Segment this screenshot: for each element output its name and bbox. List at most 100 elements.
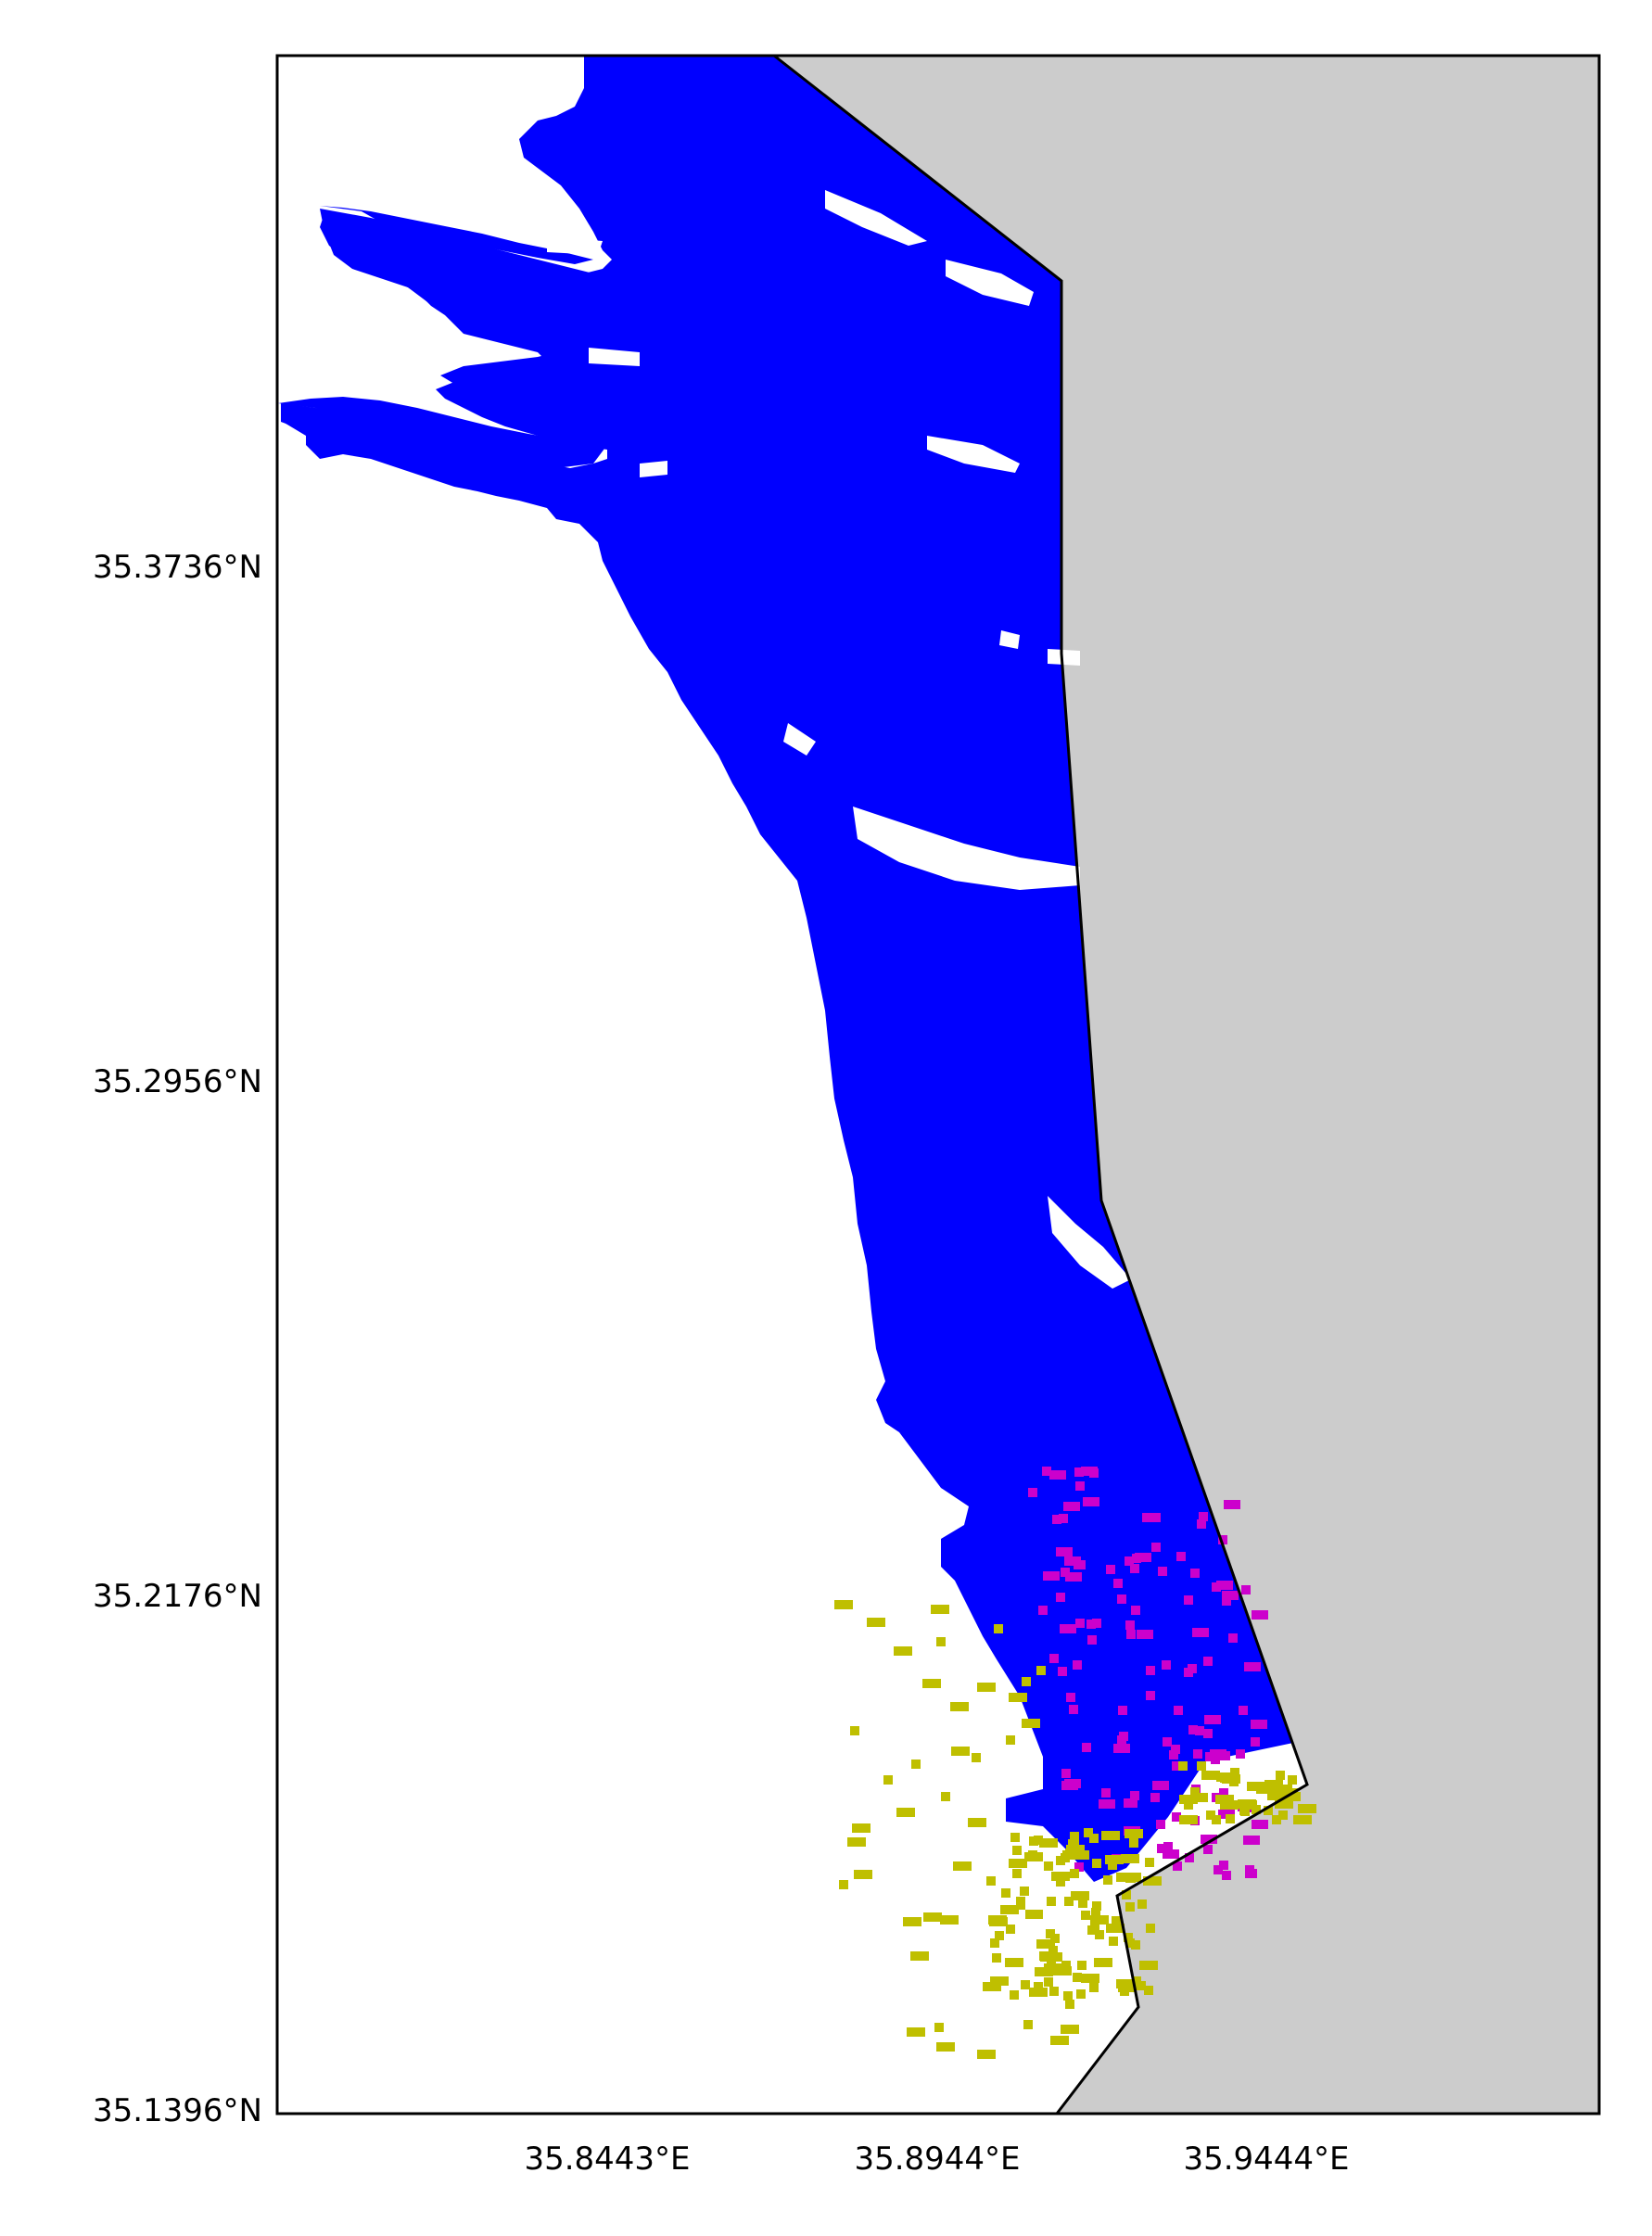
yellow-pixel: [951, 1747, 970, 1756]
yellow-pixel: [903, 1917, 921, 1926]
yellow-pixel: [1090, 1915, 1109, 1925]
yellow-pixel: [1293, 1815, 1312, 1824]
magenta-pixel: [1151, 1513, 1161, 1522]
magenta-pixel: [1124, 1798, 1133, 1808]
magenta-pixel: [1106, 1565, 1115, 1574]
yellow-pixel: [1125, 1938, 1135, 1948]
yellow-pixel: [1131, 1940, 1140, 1950]
yellow-pixel: [1183, 1795, 1192, 1804]
yellow-pixel: [852, 1823, 870, 1833]
magenta-pixel: [1028, 1488, 1037, 1497]
blue-region-arm: [278, 397, 603, 459]
magenta-pixel: [1073, 1660, 1082, 1670]
magenta-pixel: [1222, 1596, 1231, 1606]
magenta-pixel: [1118, 1706, 1127, 1715]
yellow-pixel: [1012, 1846, 1022, 1855]
magenta-pixel: [1228, 1633, 1238, 1643]
blue-region-gap: [1048, 1196, 1131, 1289]
axes-frame: [275, 54, 1601, 2115]
magenta-pixel: [1174, 1706, 1183, 1715]
magenta-pixel: [1058, 1667, 1067, 1676]
yellow-pixel: [1288, 1775, 1297, 1785]
yellow-pixel: [1267, 1791, 1286, 1800]
yellow-pixel: [1248, 1800, 1257, 1810]
yellow-pixel: [972, 1753, 981, 1762]
magenta-pixel: [1117, 1735, 1126, 1745]
yellow-pixel: [1064, 1897, 1074, 1906]
yellow-pixel: [1009, 1693, 1027, 1702]
yellow-pixel: [936, 2042, 955, 2052]
yellow-pixel: [977, 1683, 996, 1692]
magenta-pixel: [1042, 1467, 1051, 1476]
yellow-pixel: [894, 1646, 912, 1656]
lat-tick-label-2: 35.2176°N: [93, 1578, 262, 1615]
yellow-pixel: [1095, 1930, 1104, 1939]
blue-region-gap: [783, 723, 816, 756]
magenta-pixel: [1218, 1535, 1227, 1544]
magenta-pixel: [1157, 1844, 1166, 1853]
yellow-pixel: [847, 1837, 866, 1847]
yellow-pixel: [1105, 1855, 1124, 1864]
yellow-pixel: [1006, 1925, 1015, 1934]
yellow-pixel: [1125, 1874, 1135, 1883]
magenta-pixel: [1163, 1849, 1179, 1859]
yellow-pixel: [1094, 1958, 1112, 1967]
yellow-pixel: [1278, 1810, 1288, 1820]
yellow-pixel: [950, 1702, 969, 1711]
magenta-pixel: [1173, 1861, 1182, 1871]
yellow-pixel: [923, 1912, 942, 1922]
magenta-pixel: [1205, 1752, 1214, 1761]
yellow-pixel: [1081, 1911, 1090, 1920]
yellow-pixel: [1089, 1834, 1099, 1843]
yellow-pixel: [1220, 1800, 1239, 1810]
magenta-pixel: [1137, 1630, 1153, 1639]
magenta-pixel: [1059, 1514, 1068, 1523]
yellow-pixel: [922, 1679, 941, 1688]
yellow-pixel: [1078, 1899, 1087, 1908]
yellow-pixel: [1121, 1854, 1139, 1863]
magenta-pixel: [1087, 1620, 1096, 1629]
magenta-pixel: [1082, 1743, 1091, 1752]
magenta-pixel: [1052, 1515, 1061, 1524]
magenta-pixel: [1185, 1853, 1194, 1862]
yellow-pixel: [1179, 1815, 1198, 1824]
magenta-pixel: [1074, 1862, 1084, 1872]
yellow-pixel: [1061, 1961, 1071, 1970]
yellow-pixel: [896, 1808, 915, 1817]
yellow-pixel: [1006, 1735, 1015, 1745]
blue-region-arm: [320, 206, 593, 264]
magenta-pixel: [1125, 1556, 1134, 1566]
yellow-pixel: [1010, 1833, 1020, 1842]
magenta-pixel: [1241, 1585, 1251, 1594]
yellow-pixel: [1145, 1858, 1154, 1867]
yellow-pixel: [1144, 1986, 1153, 1995]
yellow-pixel: [1215, 1795, 1234, 1804]
magenta-pixel: [1176, 1552, 1186, 1561]
yellow-pixel: [940, 1915, 959, 1925]
yellow-pixel: [986, 1876, 996, 1886]
yellow-pixel: [936, 1637, 946, 1646]
boundary-line: [773, 54, 1309, 2115]
yellow-pixel: [983, 1982, 1001, 1991]
yellow-pixel: [1124, 1933, 1133, 1942]
magenta-pixel: [1038, 1606, 1048, 1615]
yellow-pixel: [1184, 1800, 1193, 1810]
yellow-pixels: [834, 1600, 1316, 2059]
magenta-pixel: [1219, 1861, 1228, 1870]
magenta-pixel: [1125, 1620, 1135, 1630]
yellow-pixel: [1036, 1666, 1046, 1675]
yellow-pixel: [1061, 2025, 1079, 2034]
magenta-pixel: [1061, 1781, 1078, 1790]
yellow-pixel: [988, 1915, 1007, 1925]
yellow-pixel: [854, 1870, 872, 1879]
magenta-pixel: [1146, 1691, 1155, 1700]
magenta-pixel: [1065, 1572, 1082, 1582]
magenta-pixel: [1150, 1793, 1160, 1802]
magenta-pixel: [1236, 1749, 1245, 1759]
yellow-pixel: [1053, 1966, 1072, 1976]
magenta-pixel: [1099, 1799, 1115, 1809]
yellow-pixel: [1206, 1810, 1215, 1820]
magenta-pixel: [1113, 1579, 1123, 1588]
blue-region: [278, 56, 1293, 1882]
